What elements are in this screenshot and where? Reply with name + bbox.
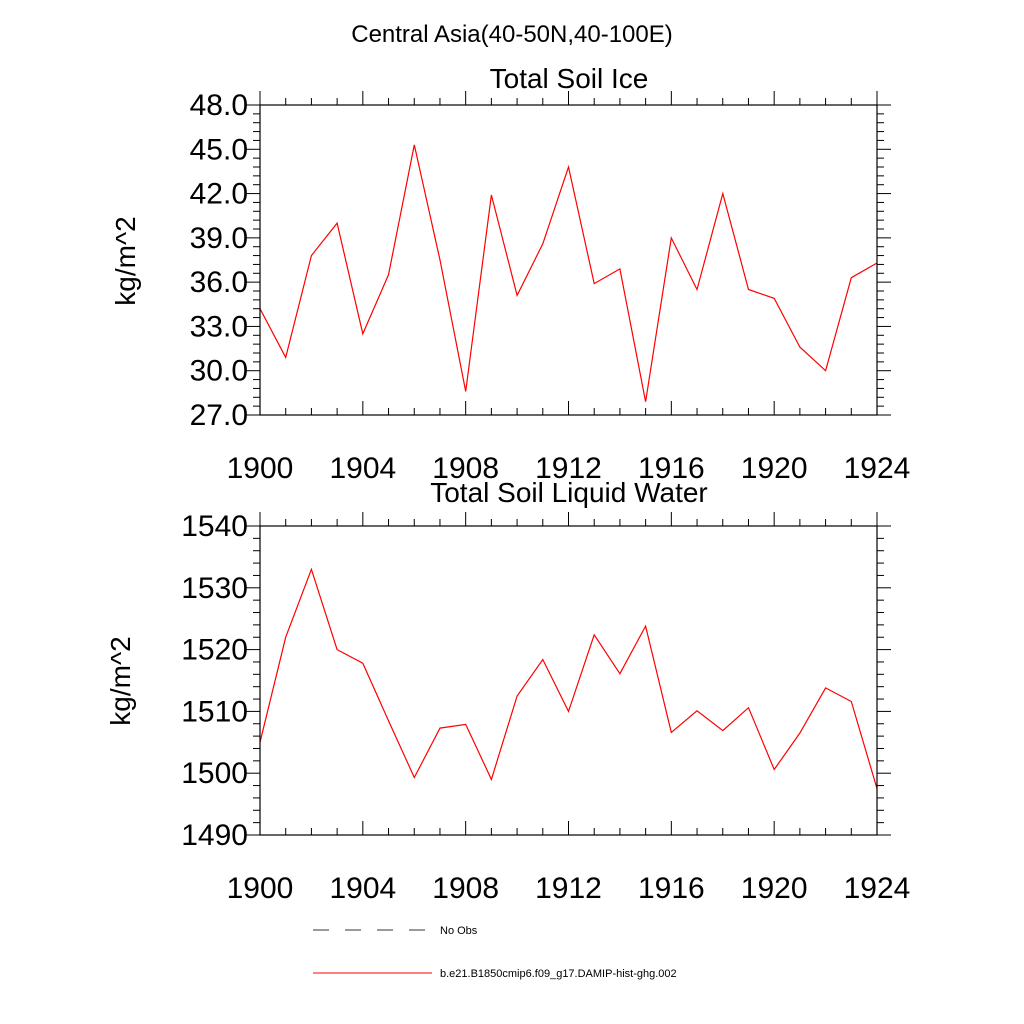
x-tick-label: 1904 [329,452,396,485]
y-tick-label: 42.0 [190,178,248,211]
panel-soil-liquid: Total Soil Liquid Water kg/m^2 1900 1904 1… [105,477,910,905]
y-tick-label: 27.0 [190,399,248,432]
x-tick-label: 1900 [227,452,294,485]
y-tick-label: 45.0 [190,133,248,166]
x-tick-label: 1900 [227,872,294,905]
y-tick-label: 48.0 [190,89,248,122]
legend-label-no-obs: No Obs [440,925,478,937]
y-tick-label: 1520 [181,634,248,667]
x-tick-label: 1920 [741,872,808,905]
panel-soil-liquid-ylabel: kg/m^2 [105,636,136,725]
panel-soil-ice-frame [259,104,878,416]
panel-soil-ice: Total Soil Ice kg/m^2 1900 1904 1908 1912 19… [110,63,910,485]
x-tick-label: 1908 [432,452,499,485]
y-tick-label: 1510 [181,695,248,728]
y-tick-label: 33.0 [190,310,248,343]
panel-soil-ice-ytick-labels: 27.0 30.0 33.0 36.0 39.0 42.0 45.0 48.0 [190,89,248,432]
panel-soil-ice-ylabel: kg/m^2 [110,216,141,305]
x-tick-label: 1924 [844,452,911,485]
y-tick-label: 1490 [181,819,248,852]
panel-soil-liquid-ytick-labels: 1490 1500 1510 1520 1530 1540 [181,510,248,852]
panel-soil-liquid-xtick-labels: 1900 1904 1908 1912 1916 1920 1924 [227,872,911,905]
x-tick-label: 1908 [432,872,499,905]
legend: No Obs b.e21.B1850cmip6.f09_g17.DAMIP-hi… [313,925,677,980]
x-tick-label: 1920 [741,452,808,485]
x-tick-label: 1924 [844,872,911,905]
x-tick-label: 1916 [638,872,705,905]
y-tick-label: 1540 [181,510,248,543]
panel-soil-liquid-title: Total Soil Liquid Water [430,477,708,508]
panel-soil-ice-title: Total Soil Ice [490,63,649,94]
panel-soil-liquid-frame [259,525,878,836]
legend-label-model: b.e21.B1850cmip6.f09_g17.DAMIP-hist-ghg.… [440,968,677,980]
x-tick-label: 1912 [535,872,602,905]
panel-soil-ice-ticks [246,91,891,416]
y-tick-label: 1500 [181,757,248,790]
x-tick-label: 1916 [638,452,705,485]
panel-soil-ice-xtick-labels: 1900 1904 1908 1912 1916 1920 1924 [227,452,911,485]
x-tick-label: 1912 [535,452,602,485]
panel-soil-liquid-ticks [246,512,891,836]
y-tick-label: 39.0 [190,222,248,255]
y-tick-label: 1530 [181,572,248,605]
figure-title: Central Asia(40-50N,40-100E) [351,21,673,48]
y-tick-label: 30.0 [190,355,248,388]
y-tick-label: 36.0 [190,266,248,299]
x-tick-label: 1904 [329,872,396,905]
panel-soil-liquid-series-line [259,567,878,789]
panel-soil-ice-series-line [259,144,878,402]
